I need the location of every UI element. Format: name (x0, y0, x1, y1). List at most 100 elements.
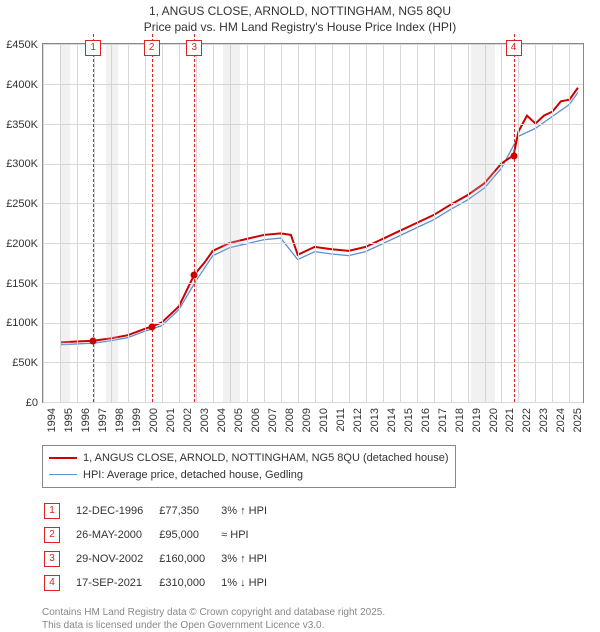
event-marker-box: 2 (144, 40, 160, 56)
legend: 1, ANGUS CLOSE, ARNOLD, NOTTINGHAM, NG5 … (42, 445, 456, 488)
gridline-v (569, 44, 570, 402)
x-tick-label: 2025 (572, 408, 584, 432)
sale-marker (90, 337, 97, 344)
event-price: £160,000 (159, 548, 219, 570)
chart-container: 1, ANGUS CLOSE, ARNOLD, NOTTINGHAM, NG5 … (0, 0, 600, 632)
y-tick-label: £250K (0, 198, 38, 210)
event-row: 1 12-DEC-1996£77,3503% ↑ HPI (44, 500, 281, 522)
y-tick-label: £0 (0, 397, 38, 409)
x-tick-label: 2023 (538, 408, 550, 432)
event-line (152, 34, 153, 402)
gridline-v (315, 44, 316, 402)
title-line-1: 1, ANGUS CLOSE, ARNOLD, NOTTINGHAM, NG5 … (0, 4, 600, 20)
gridline-v (145, 44, 146, 402)
gridline-v (501, 44, 502, 402)
event-num: 3 (44, 551, 60, 567)
x-tick-label: 1994 (46, 408, 58, 432)
x-tick-label: 2006 (250, 408, 262, 432)
sale-marker (148, 323, 155, 330)
shaded-band (471, 44, 495, 402)
sale-marker (191, 271, 198, 278)
event-row: 417-SEP-2021£310,0001% ↓ HPI (44, 572, 281, 594)
x-tick-label: 2010 (318, 408, 330, 432)
gridline-v (264, 44, 265, 402)
x-tick-label: 2008 (284, 408, 296, 432)
x-tick-label: 2002 (182, 408, 194, 432)
x-tick-label: 2021 (504, 408, 516, 432)
x-tick-label: 2013 (369, 408, 381, 432)
y-tick-label: £50K (0, 357, 38, 369)
footnote: Contains HM Land Registry data © Crown c… (42, 606, 600, 632)
event-date: 17-SEP-2021 (76, 572, 157, 594)
gridline-v (77, 44, 78, 402)
gridline-h (43, 402, 583, 403)
event-delta: 1% ↓ HPI (221, 572, 281, 594)
y-tick-label: £450K (0, 39, 38, 51)
plot-area: 1994199519961997199819992000200120022003… (42, 43, 584, 403)
gridline-v (298, 44, 299, 402)
x-tick-label: 2022 (521, 408, 533, 432)
legend-label: 1, ANGUS CLOSE, ARNOLD, NOTTINGHAM, NG5 … (83, 450, 449, 467)
gridline-v (43, 44, 44, 402)
gridline-v (162, 44, 163, 402)
event-line (194, 34, 195, 402)
event-date: 12-DEC-1996 (76, 500, 157, 522)
x-tick-label: 1998 (114, 408, 126, 432)
y-tick-label: £350K (0, 119, 38, 131)
gridline-v (366, 44, 367, 402)
x-tick-label: 2018 (454, 408, 466, 432)
event-delta: 3% ↑ HPI (221, 500, 281, 522)
event-price: £77,350 (159, 500, 219, 522)
x-tick-label: 2011 (335, 408, 347, 432)
legend-swatch (49, 474, 77, 475)
gridline-v (451, 44, 452, 402)
event-num: 2 (44, 527, 60, 543)
event-line (93, 34, 94, 402)
x-tick-label: 2024 (555, 408, 567, 432)
x-tick-label: 2014 (386, 408, 398, 432)
gridline-v (552, 44, 553, 402)
gridline-v (434, 44, 435, 402)
x-tick-label: 2015 (403, 408, 415, 432)
y-tick-label: £200K (0, 238, 38, 250)
legend-label: HPI: Average price, detached house, Gedl… (83, 467, 303, 484)
x-tick-label: 2005 (233, 408, 245, 432)
event-marker-box: 1 (85, 40, 101, 56)
x-tick-label: 1996 (80, 408, 92, 432)
y-tick-label: £100K (0, 317, 38, 329)
x-tick-label: 2000 (148, 408, 160, 432)
x-tick-label: 2017 (437, 408, 449, 432)
gridline-v (128, 44, 129, 402)
event-row: 226-MAY-2000£95,000≈ HPI (44, 524, 281, 546)
y-tick-label: £400K (0, 79, 38, 91)
event-delta: ≈ HPI (221, 524, 281, 546)
event-date: 29-NOV-2002 (76, 548, 157, 570)
event-marker-box: 3 (186, 40, 202, 56)
gridline-v (213, 44, 214, 402)
event-marker-box: 4 (506, 40, 522, 56)
series-line (60, 88, 578, 343)
gridline-v (400, 44, 401, 402)
x-tick-label: 1997 (97, 408, 109, 432)
title-line-2: Price paid vs. HM Land Registry's House … (0, 20, 600, 36)
x-tick-label: 2016 (420, 408, 432, 432)
shaded-band (223, 44, 240, 402)
x-tick-label: 2019 (471, 408, 483, 432)
x-tick-label: 1995 (63, 408, 75, 432)
event-price: £310,000 (159, 572, 219, 594)
legend-item: 1, ANGUS CLOSE, ARNOLD, NOTTINGHAM, NG5 … (49, 450, 449, 467)
x-tick-label: 2004 (216, 408, 228, 432)
event-num: 1 (44, 503, 60, 519)
y-tick-label: £150K (0, 278, 38, 290)
gridline-v (535, 44, 536, 402)
gridline-v (332, 44, 333, 402)
x-tick-label: 2003 (199, 408, 211, 432)
gridline-v (179, 44, 180, 402)
gridline-v (349, 44, 350, 402)
gridline-v (417, 44, 418, 402)
x-tick-label: 2007 (267, 408, 279, 432)
footnote-line-2: This data is licensed under the Open Gov… (42, 619, 600, 632)
legend-item: HPI: Average price, detached house, Gedl… (49, 467, 449, 484)
gridline-v (196, 44, 197, 402)
x-tick-label: 2009 (301, 408, 313, 432)
